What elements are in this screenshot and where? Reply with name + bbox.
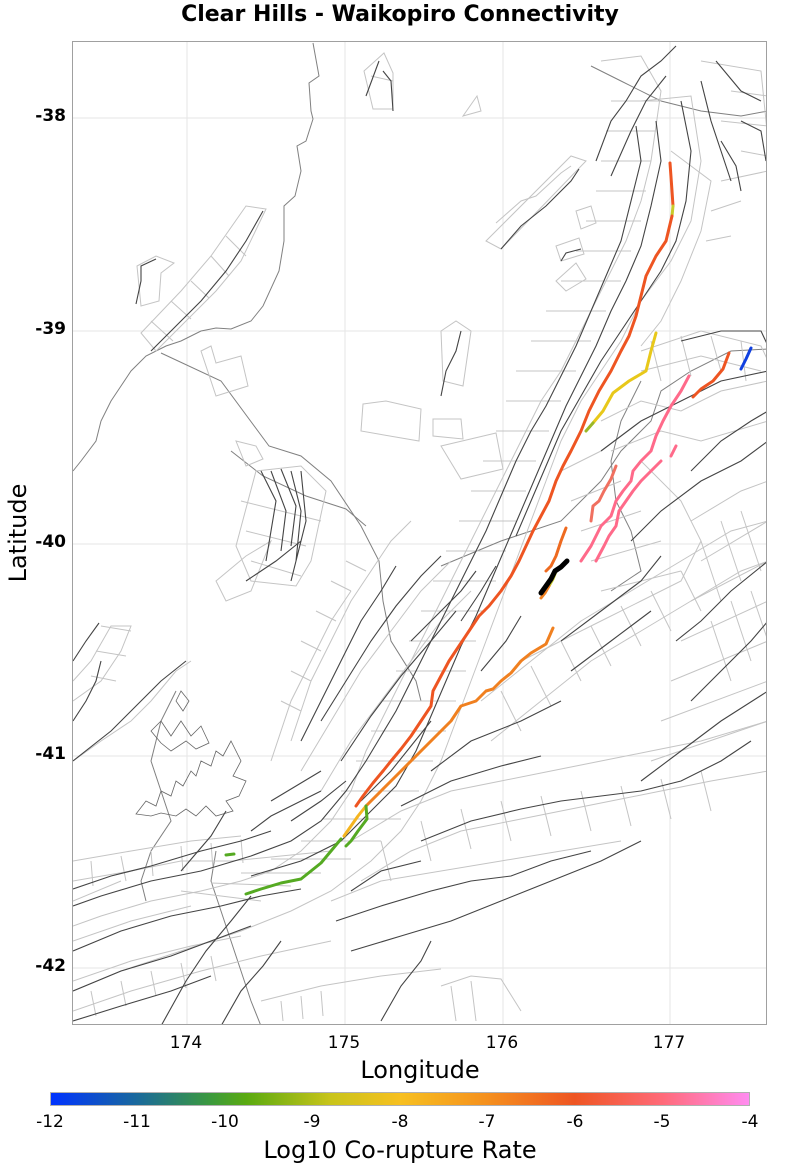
x-tick-label: 176	[485, 1033, 519, 1053]
y-tick-label: -38	[35, 106, 66, 126]
fault-map-canvas	[73, 42, 766, 1024]
colorbar-label: Log10 Co-rupture Rate	[263, 1136, 537, 1164]
coastline	[73, 42, 766, 1024]
colorbar-tick-label: -6	[566, 1112, 584, 1132]
colorbar-tick-label: -5	[653, 1112, 671, 1132]
colorbar-tick-label: -11	[123, 1112, 151, 1132]
y-tick-label: -41	[35, 744, 66, 764]
highlighted-fault-clear-hills-waikopiro	[538, 558, 570, 596]
x-tick-label: 177	[652, 1033, 686, 1053]
colorbar-tick-label: -8	[391, 1112, 409, 1132]
x-tick-label: 175	[327, 1033, 361, 1053]
sounds-coastline	[135, 690, 247, 817]
y-tick-label: -39	[35, 319, 66, 339]
co-rupture-sections	[224, 161, 753, 896]
colorbar-tick-label: -7	[478, 1112, 496, 1132]
colorbar	[50, 1092, 750, 1106]
chart-title: Clear Hills - Waikopiro Connectivity	[181, 2, 619, 27]
colorbar-tick-label: -4	[741, 1112, 759, 1132]
y-tick-label: -42	[35, 956, 66, 976]
colorbar-tick-label: -10	[211, 1112, 239, 1132]
x-axis-label: Longitude	[360, 1056, 480, 1084]
colorbar-tick-label: -12	[36, 1112, 64, 1132]
colorbar-tick-label: -9	[303, 1112, 321, 1132]
x-tick-label: 174	[169, 1033, 203, 1053]
map-plot-area[interactable]	[72, 41, 767, 1025]
fault-traces	[73, 45, 766, 1024]
y-tick-label: -40	[35, 532, 66, 552]
gridlines	[73, 42, 766, 1024]
